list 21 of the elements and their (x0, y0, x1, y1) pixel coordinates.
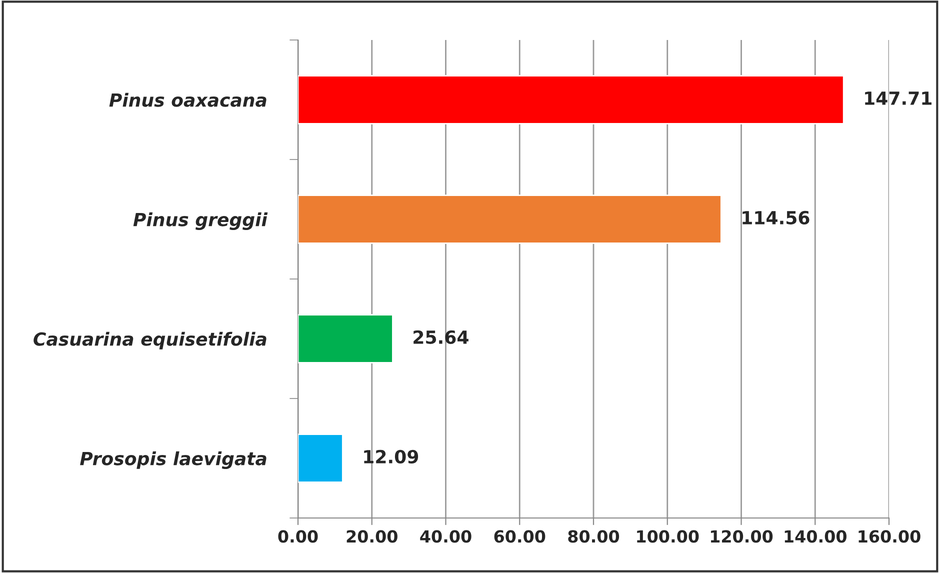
x-tick-label: 100.00 (637, 530, 699, 543)
bar (298, 314, 394, 364)
y-tick-label: Pinus oaxacana (109, 92, 266, 107)
y-tick-label: Pinus greggii (133, 212, 268, 230)
y-tick-label: Prosopis laevigata (80, 451, 266, 470)
bar (298, 75, 844, 124)
x-tick-label: 60.00 (494, 530, 546, 543)
x-tick-label: 0.00 (278, 530, 318, 543)
bar (298, 434, 344, 483)
data-label: 114.56 (742, 210, 810, 224)
bar (298, 194, 722, 244)
x-tick-label: 140.00 (784, 530, 846, 543)
data-label: 25.64 (414, 330, 468, 344)
y-tick-label: Casuarina equisetifolia (34, 332, 266, 350)
x-tick-label: 160.00 (858, 530, 920, 543)
x-tick-label: 40.00 (420, 530, 472, 543)
x-tick-label: 80.00 (568, 530, 620, 543)
data-label: 12.09 (364, 450, 418, 464)
data-label: 147.71 (865, 92, 932, 105)
x-tick-label: 20.00 (346, 530, 398, 543)
x-tick-label: 120.00 (710, 530, 773, 543)
